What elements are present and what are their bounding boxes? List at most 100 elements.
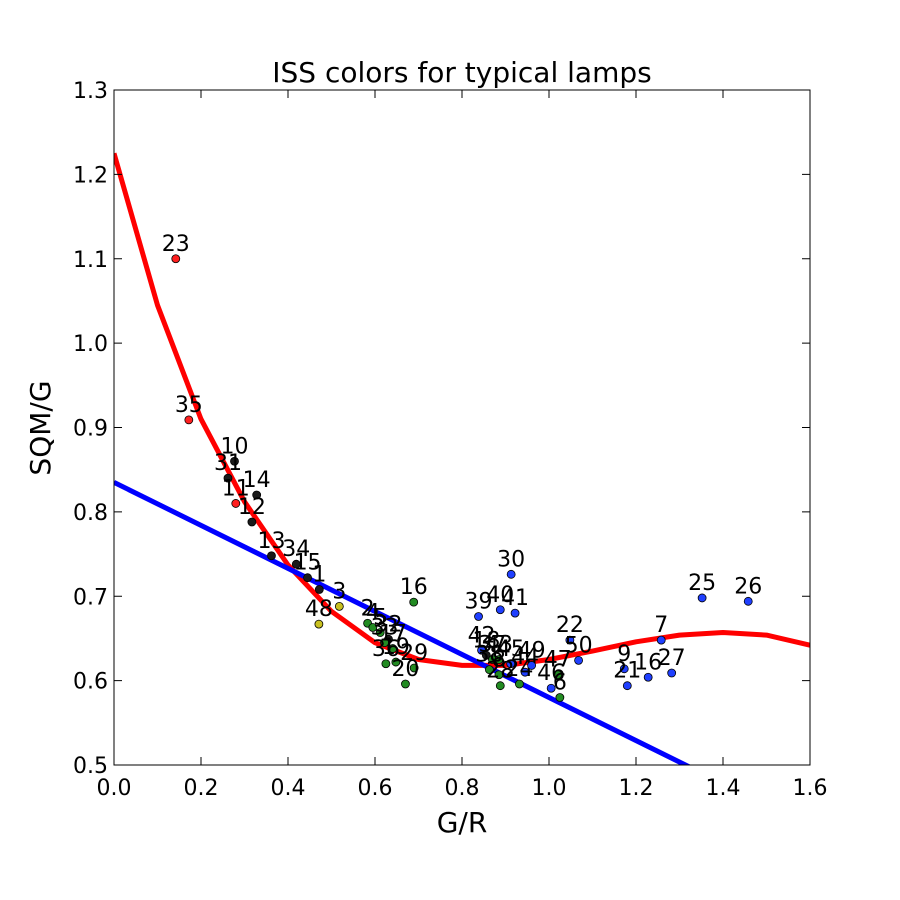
data-point [409, 663, 419, 673]
point-label: 40 [486, 583, 514, 608]
point-label: 32 [374, 612, 402, 637]
data-point [375, 628, 385, 637]
x-axis: 0.0 0.2 0.4 0.6 0.8 1.0 1.2 1.4 1.6 [97, 90, 828, 801]
y-axis: 0.5 0.6 0.7 0.8 0.9 1.0 1.1 1.2 1.3 [73, 79, 810, 779]
point-label: 49 [518, 638, 546, 663]
data-point [574, 655, 583, 665]
point-label: 4 [366, 600, 380, 625]
point-label: 26 [734, 574, 762, 599]
fit-curves [114, 152, 810, 765]
data-point [506, 569, 516, 579]
y-tick-label: 0.8 [73, 501, 108, 526]
y-axis-label: SQM/G [24, 380, 57, 475]
y-tick-label: 0.7 [73, 585, 108, 610]
data-point [481, 650, 491, 660]
point-label: 46 [537, 661, 565, 686]
point-label: 15 [294, 551, 322, 576]
point-label: 25 [688, 571, 716, 596]
data-point [494, 670, 504, 680]
point-label: 31 [214, 451, 242, 476]
point-label: 39 [465, 590, 493, 615]
data-point [223, 473, 233, 483]
point-label: 30 [497, 547, 525, 572]
point-label: 50 [565, 633, 593, 658]
data-point [334, 601, 344, 611]
x-tick-label: 1.0 [532, 776, 567, 801]
data-point [697, 593, 707, 603]
point-label: 27 [658, 646, 686, 671]
data-point [520, 667, 530, 677]
data-point [667, 668, 677, 678]
point-label: 45 [497, 637, 525, 662]
point-label: 7 [654, 613, 668, 638]
data-point [474, 612, 483, 621]
data-point [231, 499, 241, 508]
point-label: 1 [312, 563, 326, 588]
point-label: 6 [553, 671, 567, 696]
point-label: 20 [391, 657, 419, 682]
data-point [743, 596, 753, 606]
point-label: 23 [162, 232, 190, 257]
x-tick-label: 1.4 [706, 776, 741, 801]
x-tick-label: 0.8 [445, 776, 480, 801]
data-point [230, 456, 239, 466]
data-point [555, 693, 565, 702]
point-label: 16 [634, 650, 662, 675]
point-label: 11 [222, 476, 250, 501]
point-label: 41 [501, 586, 529, 611]
data-point [314, 619, 324, 629]
data-point [391, 657, 401, 667]
point-label: 42 [468, 623, 496, 648]
y-tick-label: 1.3 [73, 79, 108, 104]
point-label: 24 [505, 657, 533, 682]
point-label: 22 [556, 613, 584, 638]
point-label: 35 [175, 393, 203, 418]
point-label: 21 [613, 659, 641, 684]
data-point [380, 638, 389, 648]
data-point [515, 679, 524, 689]
data-point [291, 559, 301, 569]
point-label: 13 [257, 529, 285, 554]
data-point [485, 665, 494, 675]
data-point [553, 670, 563, 680]
x-tick-label: 0.6 [358, 776, 393, 801]
data-point [409, 597, 419, 607]
point-label: 12 [238, 495, 266, 520]
point-label: 48 [305, 597, 333, 622]
y-tick-label: 1.0 [73, 332, 108, 357]
data-point [506, 659, 516, 669]
data-point [495, 681, 505, 691]
fit-line-blue [114, 480, 692, 765]
data-point [495, 605, 505, 615]
data-point [494, 655, 504, 664]
x-tick-label: 0.0 [97, 776, 132, 801]
x-tick-label: 0.4 [271, 776, 306, 801]
y-tick-label: 1.2 [73, 163, 108, 188]
data-point [510, 608, 520, 618]
point-label: 38 [475, 643, 503, 668]
point-label: 43 [485, 633, 513, 658]
point-label: 8 [492, 648, 506, 673]
x-axis-label: G/R [437, 806, 488, 839]
data-point [388, 644, 398, 653]
data-point [619, 664, 629, 674]
data-point [656, 635, 666, 645]
data-point [622, 681, 632, 691]
point-label: 37 [478, 633, 506, 658]
fit-curve-red [114, 152, 810, 668]
y-tick-label: 1.1 [73, 248, 108, 273]
point-label: 34 [282, 537, 310, 562]
y-tick-label: 0.6 [73, 670, 108, 695]
data-point [267, 551, 276, 561]
point-label: 28 [486, 659, 514, 684]
point-label: 3 [332, 579, 346, 604]
y-tick-label: 0.9 [73, 417, 108, 442]
point-label: 18 [472, 628, 500, 653]
y-tick-label: 0.5 [73, 754, 108, 779]
data-point [314, 585, 324, 594]
data-point [303, 573, 312, 583]
x-tick-label: 1.2 [619, 776, 654, 801]
point-label: 17 [379, 622, 407, 647]
data-point [184, 415, 194, 425]
point-label: 29 [400, 641, 428, 666]
